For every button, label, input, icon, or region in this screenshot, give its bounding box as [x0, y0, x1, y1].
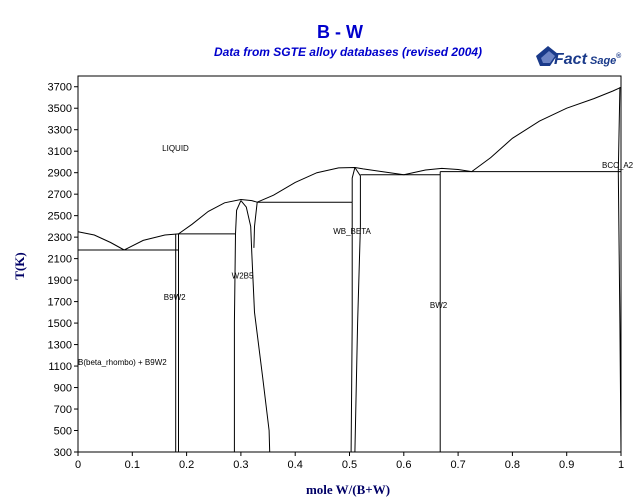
x-tick-label: 0: [75, 459, 81, 471]
x-tick-label: 1: [618, 459, 624, 471]
phase-region-labels: LIQUID BCC_A2 WB_BETA W2B5 B9W2 BW2 B(beta_rho…: [78, 144, 634, 367]
x-tick-label: 0.3: [233, 459, 248, 471]
phase-line-w-solvus: [617, 87, 622, 453]
y-tick-label: 500: [54, 426, 72, 438]
phase-line-w2b5-left: [235, 200, 242, 234]
y-tick-label: 1100: [48, 361, 72, 373]
y-tick-label: 2900: [48, 168, 72, 180]
y-tick-label: 2500: [48, 211, 72, 223]
y-tick-label: 3300: [48, 125, 72, 137]
phase-line-w2b5-left-low: [233, 233, 236, 452]
x-tick-label: 0.2: [179, 459, 194, 471]
y-tick-label: 2100: [48, 254, 72, 266]
y-tick-label: 1300: [48, 340, 72, 352]
x-tick-label: 0.8: [505, 459, 520, 471]
region-label: W2B5: [232, 272, 254, 281]
phase-line-wb-left: [350, 202, 353, 453]
y-tick-label: 1900: [48, 275, 72, 287]
y-tick-label: 3700: [48, 82, 72, 94]
phase-line-liquidus-bw2: [403, 167, 472, 176]
x-tick-label: 0.6: [396, 459, 411, 471]
phase-line-liquidus-w2b5: [178, 198, 258, 235]
chart-title: B - W: [317, 22, 363, 42]
x-axis-label: mole W/(B+W): [306, 482, 390, 497]
logo-mark-icon: [536, 46, 558, 66]
x-tick-label: 0.9: [559, 459, 574, 471]
y-tick-label: 2700: [48, 189, 72, 201]
x-tick-label: 0.1: [125, 459, 140, 471]
y-tick-label: 1700: [48, 297, 72, 309]
y-tick-label: 2300: [48, 232, 72, 244]
y-tick-label: 1500: [48, 318, 72, 330]
x-axis: 0 0.1 0.2 0.3 0.4 0.5 0.6 0.7 0.8 0.9 1: [75, 452, 624, 471]
y-tick-label: 3500: [48, 103, 72, 115]
x-tick-label: 0.7: [450, 459, 465, 471]
phase-line-wb-right: [354, 167, 361, 453]
region-label: WB_BETA: [333, 227, 371, 236]
phase-line-w2b5-right: [240, 200, 271, 453]
region-label: B9W2: [164, 293, 186, 302]
phase-boundaries: [77, 86, 622, 453]
y-axis: 300 500 700 900 1100 1300 1500 1700 1900 2100 2300…: [48, 82, 78, 459]
phase-line-liquidus-b9w2: [123, 233, 179, 251]
logo-text: Fact: [554, 51, 588, 68]
region-label: BCC_A2: [602, 161, 634, 170]
y-axis-label: T(K): [12, 252, 27, 279]
y-tick-label: 300: [54, 447, 72, 459]
phase-line-liquidus-wb: [257, 166, 404, 203]
x-tick-label: 0.4: [288, 459, 303, 471]
logo-trademark: ®: [616, 52, 622, 60]
phase-line-w2b5-right-2: [253, 202, 258, 248]
phase-line-wb-left-top: [351, 167, 356, 203]
y-tick-label: 900: [54, 383, 72, 395]
region-label: LIQUID: [162, 144, 189, 153]
factsage-logo: Fact Sage ®: [536, 46, 622, 68]
x-tick-label: 0.5: [342, 459, 357, 471]
chart-subtitle: Data from SGTE alloy databases (revised …: [214, 45, 482, 59]
phase-line-liquidus-w: [471, 86, 622, 173]
logo-subtext: Sage: [590, 55, 616, 67]
y-tick-label: 3100: [48, 146, 72, 158]
y-tick-label: 700: [54, 404, 72, 416]
phase-line-liquidus-boron: [77, 231, 125, 251]
region-label: BW2: [430, 301, 448, 310]
region-label: B(beta_rhombo) + B9W2: [78, 358, 167, 367]
plot-frame: [77, 75, 622, 453]
